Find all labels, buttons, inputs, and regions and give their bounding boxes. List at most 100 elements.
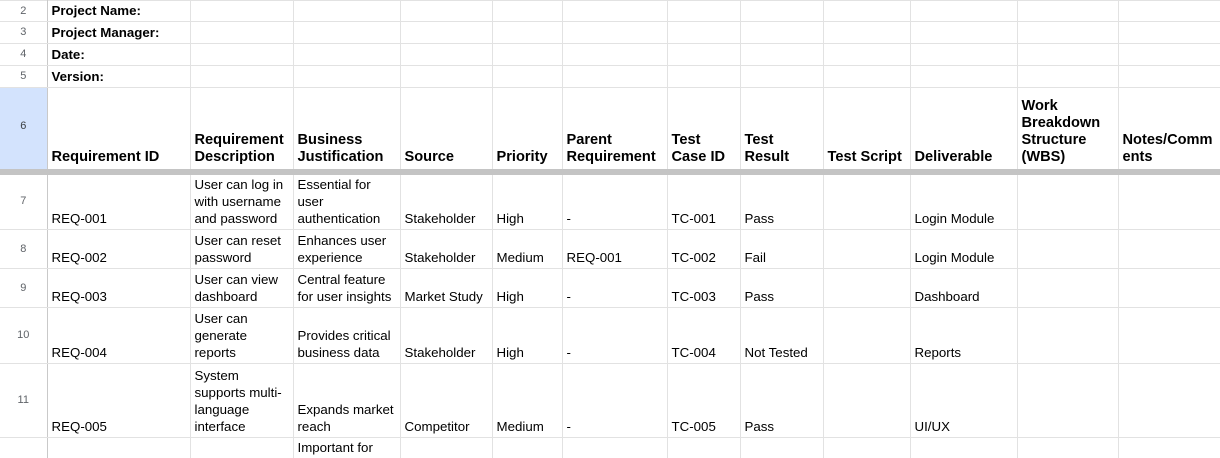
cell-B3[interactable]: Project Manager:	[47, 22, 190, 44]
cell-B8[interactable]: REQ-002	[47, 230, 190, 269]
cell-J10[interactable]	[823, 308, 910, 364]
cell-F9[interactable]: High	[492, 269, 562, 308]
cell-D3[interactable]	[293, 22, 400, 44]
cell-H9[interactable]: TC-003	[667, 269, 740, 308]
cell-E5[interactable]	[400, 66, 492, 88]
cell-H7[interactable]: TC-001	[667, 175, 740, 230]
cell-H2[interactable]	[667, 1, 740, 22]
row-header-8[interactable]: 8	[0, 230, 47, 269]
cell-F4[interactable]	[492, 44, 562, 66]
cell-J3[interactable]	[823, 22, 910, 44]
cell-C8[interactable]: User can reset password	[190, 230, 293, 269]
cell-K3[interactable]	[910, 22, 1017, 44]
cell-I3[interactable]	[740, 22, 823, 44]
header-requirement-description[interactable]: Requirement Description	[190, 88, 293, 169]
cell-K4[interactable]	[910, 44, 1017, 66]
cell-D10[interactable]: Provides critical business data	[293, 308, 400, 364]
cell-E4[interactable]	[400, 44, 492, 66]
cell-E2[interactable]	[400, 1, 492, 22]
cell-K2[interactable]	[910, 1, 1017, 22]
cell-M2[interactable]	[1118, 1, 1220, 22]
cell-M9[interactable]	[1118, 269, 1220, 308]
header-test-case-id[interactable]: Test Case ID	[667, 88, 740, 169]
cell-K11[interactable]: UI/UX	[910, 364, 1017, 438]
cell-B9[interactable]: REQ-003	[47, 269, 190, 308]
cell-E9[interactable]: Market Study	[400, 269, 492, 308]
cell-D11[interactable]: Expands market reach	[293, 364, 400, 438]
cell-L5[interactable]	[1017, 66, 1118, 88]
cell-L3[interactable]	[1017, 22, 1118, 44]
header-source[interactable]: Source	[400, 88, 492, 169]
row-header-7[interactable]: 7	[0, 175, 47, 230]
cell-L11[interactable]	[1017, 364, 1118, 438]
row-header-9[interactable]: 9	[0, 269, 47, 308]
cell-J8[interactable]	[823, 230, 910, 269]
cell-E10[interactable]: Stakeholder	[400, 308, 492, 364]
cell-G11[interactable]: -	[562, 364, 667, 438]
cell-G2[interactable]	[562, 1, 667, 22]
cell-F11[interactable]: Medium	[492, 364, 562, 438]
cell-L4[interactable]	[1017, 44, 1118, 66]
cell-F3[interactable]	[492, 22, 562, 44]
cell-D2[interactable]	[293, 1, 400, 22]
cell-C10[interactable]: User can generate reports	[190, 308, 293, 364]
header-test-script[interactable]: Test Script	[823, 88, 910, 169]
cell-L10[interactable]	[1017, 308, 1118, 364]
header-priority[interactable]: Priority	[492, 88, 562, 169]
cell-B5[interactable]: Version:	[47, 66, 190, 88]
cell-G5[interactable]	[562, 66, 667, 88]
cell-I2[interactable]	[740, 1, 823, 22]
cell-C5[interactable]	[190, 66, 293, 88]
header-deliverable[interactable]: Deliverable	[910, 88, 1017, 169]
cell-K7[interactable]: Login Module	[910, 175, 1017, 230]
cell-M4[interactable]	[1118, 44, 1220, 66]
cell-J4[interactable]	[823, 44, 910, 66]
cell-G10[interactable]: -	[562, 308, 667, 364]
cell-F2[interactable]	[492, 1, 562, 22]
cell-M3[interactable]	[1118, 22, 1220, 44]
cell-D9[interactable]: Central feature for user insights	[293, 269, 400, 308]
cell-D7[interactable]: Essential for user authentication	[293, 175, 400, 230]
cell-C11[interactable]: System supports multi-language interface	[190, 364, 293, 438]
header-requirement-id[interactable]: Requirement ID	[47, 88, 190, 169]
row-header-6-selected[interactable]: 6	[0, 88, 47, 169]
cell-J2[interactable]	[823, 1, 910, 22]
row-header-11[interactable]: 11	[0, 364, 47, 438]
cell-H10[interactable]: TC-004	[667, 308, 740, 364]
cell-B10[interactable]: REQ-004	[47, 308, 190, 364]
cell-I10[interactable]: Not Tested	[740, 308, 823, 364]
cell-G7[interactable]: -	[562, 175, 667, 230]
cell-E8[interactable]: Stakeholder	[400, 230, 492, 269]
cell-E7[interactable]: Stakeholder	[400, 175, 492, 230]
header-notes-comments[interactable]: Notes/Comments	[1118, 88, 1220, 169]
cell-D5[interactable]	[293, 66, 400, 88]
cell-I4[interactable]	[740, 44, 823, 66]
cell-B2[interactable]: Project Name:	[47, 1, 190, 22]
cell-J9[interactable]	[823, 269, 910, 308]
cell-I9[interactable]: Pass	[740, 269, 823, 308]
cell-C7[interactable]: User can log in with username and passwo…	[190, 175, 293, 230]
header-business-justification[interactable]: Business Justification	[293, 88, 400, 169]
cell-D4[interactable]	[293, 44, 400, 66]
cell-H5[interactable]	[667, 66, 740, 88]
cell-B11[interactable]: REQ-005	[47, 364, 190, 438]
cell-K8[interactable]: Login Module	[910, 230, 1017, 269]
cell-B7[interactable]: REQ-001	[47, 175, 190, 230]
cell-F7[interactable]: High	[492, 175, 562, 230]
cell-J11[interactable]	[823, 364, 910, 438]
cell-M8[interactable]	[1118, 230, 1220, 269]
cell-C4[interactable]	[190, 44, 293, 66]
cell-K9[interactable]: Dashboard	[910, 269, 1017, 308]
cell-C9[interactable]: User can view dashboard	[190, 269, 293, 308]
header-wbs[interactable]: Work Breakdown Structure (WBS)	[1017, 88, 1118, 169]
cell-H4[interactable]	[667, 44, 740, 66]
cell-F10[interactable]: High	[492, 308, 562, 364]
cell-M5[interactable]	[1118, 66, 1220, 88]
cell-E11[interactable]: Competitor	[400, 364, 492, 438]
row-header-4[interactable]: 4	[0, 44, 47, 66]
cell-J5[interactable]	[823, 66, 910, 88]
cell-L7[interactable]	[1017, 175, 1118, 230]
row-header-5[interactable]: 5	[0, 66, 47, 88]
cell-K10[interactable]: Reports	[910, 308, 1017, 364]
cell-I5[interactable]	[740, 66, 823, 88]
